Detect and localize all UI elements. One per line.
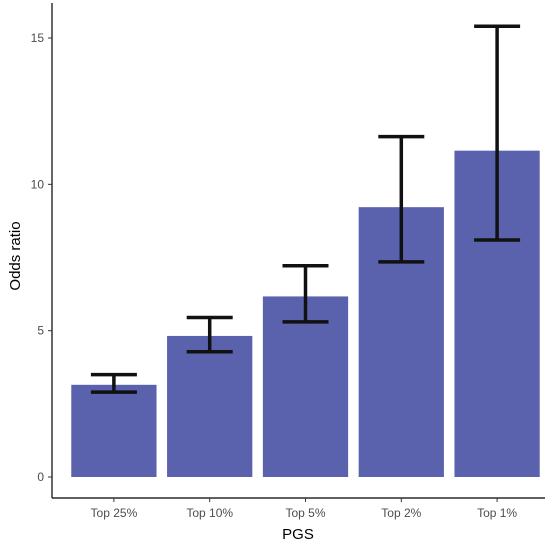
x-ticks-layer: Top 25% Top 10% Top 5% Top 2% Top 1% — [91, 498, 517, 520]
error-bar — [474, 24, 521, 242]
bar — [167, 335, 253, 477]
error-bar — [282, 263, 329, 324]
y-tick-label: 5 — [37, 324, 44, 338]
error-bar — [378, 134, 425, 264]
y-tick-label: 15 — [31, 31, 45, 45]
x-tick-label: Top 5% — [285, 506, 325, 520]
y-ticks-layer: 0 5 10 15 — [31, 31, 52, 484]
x-tick-label: Top 2% — [381, 506, 421, 520]
error-bar — [186, 315, 233, 354]
axes-layer — [51, 3, 545, 499]
error-bars-layer — [90, 24, 521, 394]
x-tick-label: Top 1% — [477, 506, 517, 520]
y-axis-title: Odds ratio — [7, 221, 24, 290]
y-tick-label: 0 — [37, 470, 44, 484]
error-bar — [90, 372, 137, 394]
y-tick-label: 10 — [31, 177, 45, 191]
x-tick-label: Top 10% — [186, 506, 233, 520]
x-axis-title: PGS — [282, 526, 314, 543]
bar — [71, 384, 157, 477]
bar — [262, 296, 349, 477]
x-tick-label: Top 25% — [91, 506, 138, 520]
